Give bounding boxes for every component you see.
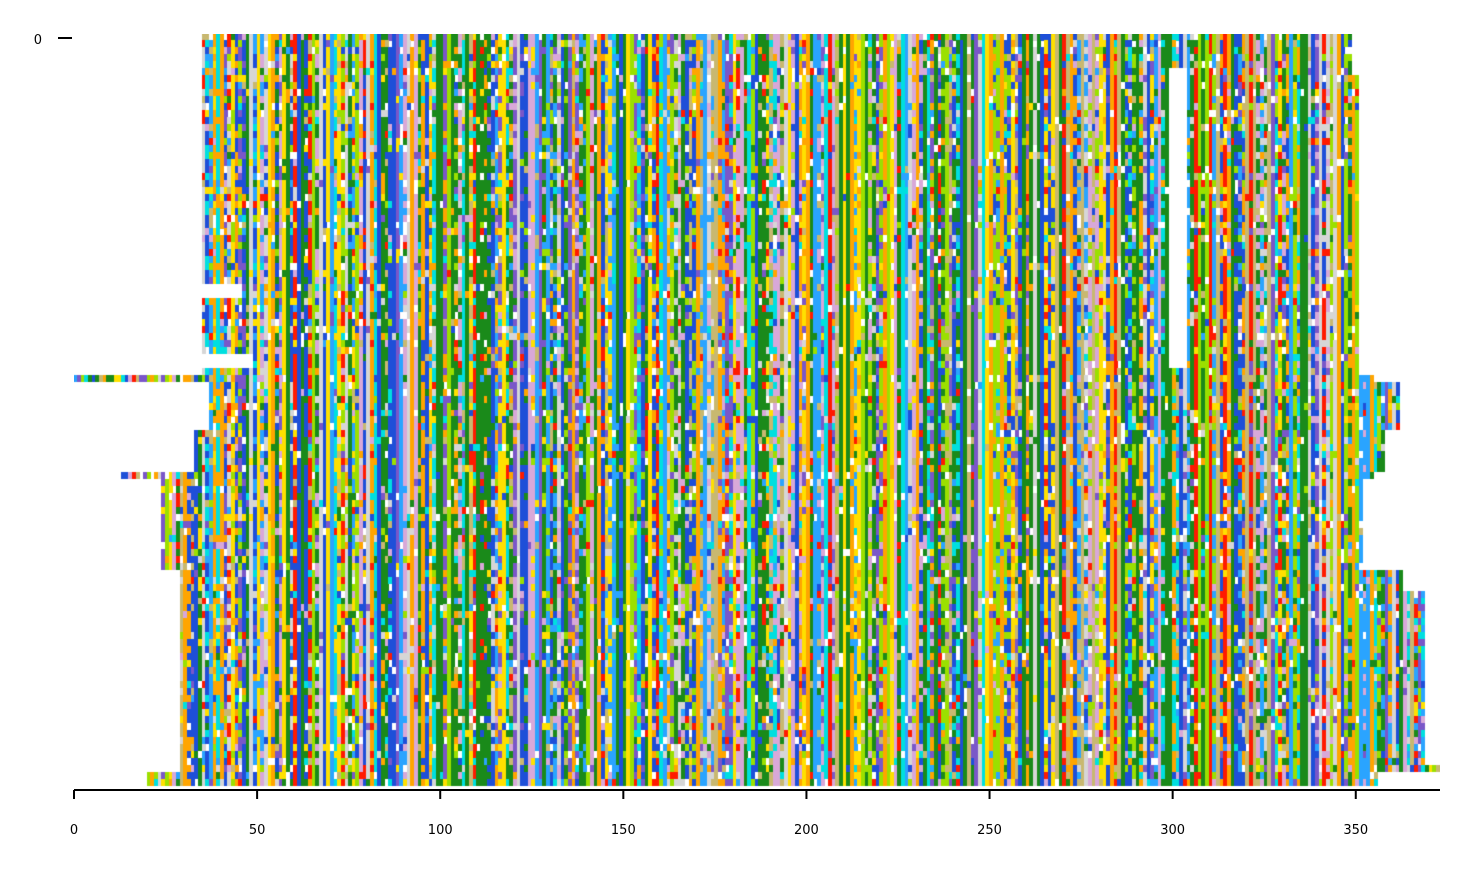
y-ticks: 0 bbox=[34, 33, 72, 48]
x-tick-label: 200 bbox=[794, 823, 819, 838]
x-axis: 0 50 100 150 200 250 300 350 bbox=[70, 789, 1440, 838]
alignment-heatmap bbox=[74, 34, 1440, 788]
x-tick-label: 250 bbox=[977, 823, 1002, 838]
x-tick-label: 150 bbox=[611, 823, 636, 838]
x-tick-label: 0 bbox=[70, 823, 78, 838]
x-tick-label: 50 bbox=[249, 823, 266, 838]
x-tick-label: 350 bbox=[1343, 823, 1368, 838]
x-ticks: 0 50 100 150 200 250 300 350 bbox=[70, 790, 1368, 838]
y-tick-label: 0 bbox=[34, 33, 42, 48]
y-axis: 0 bbox=[34, 33, 72, 48]
x-tick-label: 300 bbox=[1160, 823, 1185, 838]
x-tick-label: 100 bbox=[428, 823, 453, 838]
